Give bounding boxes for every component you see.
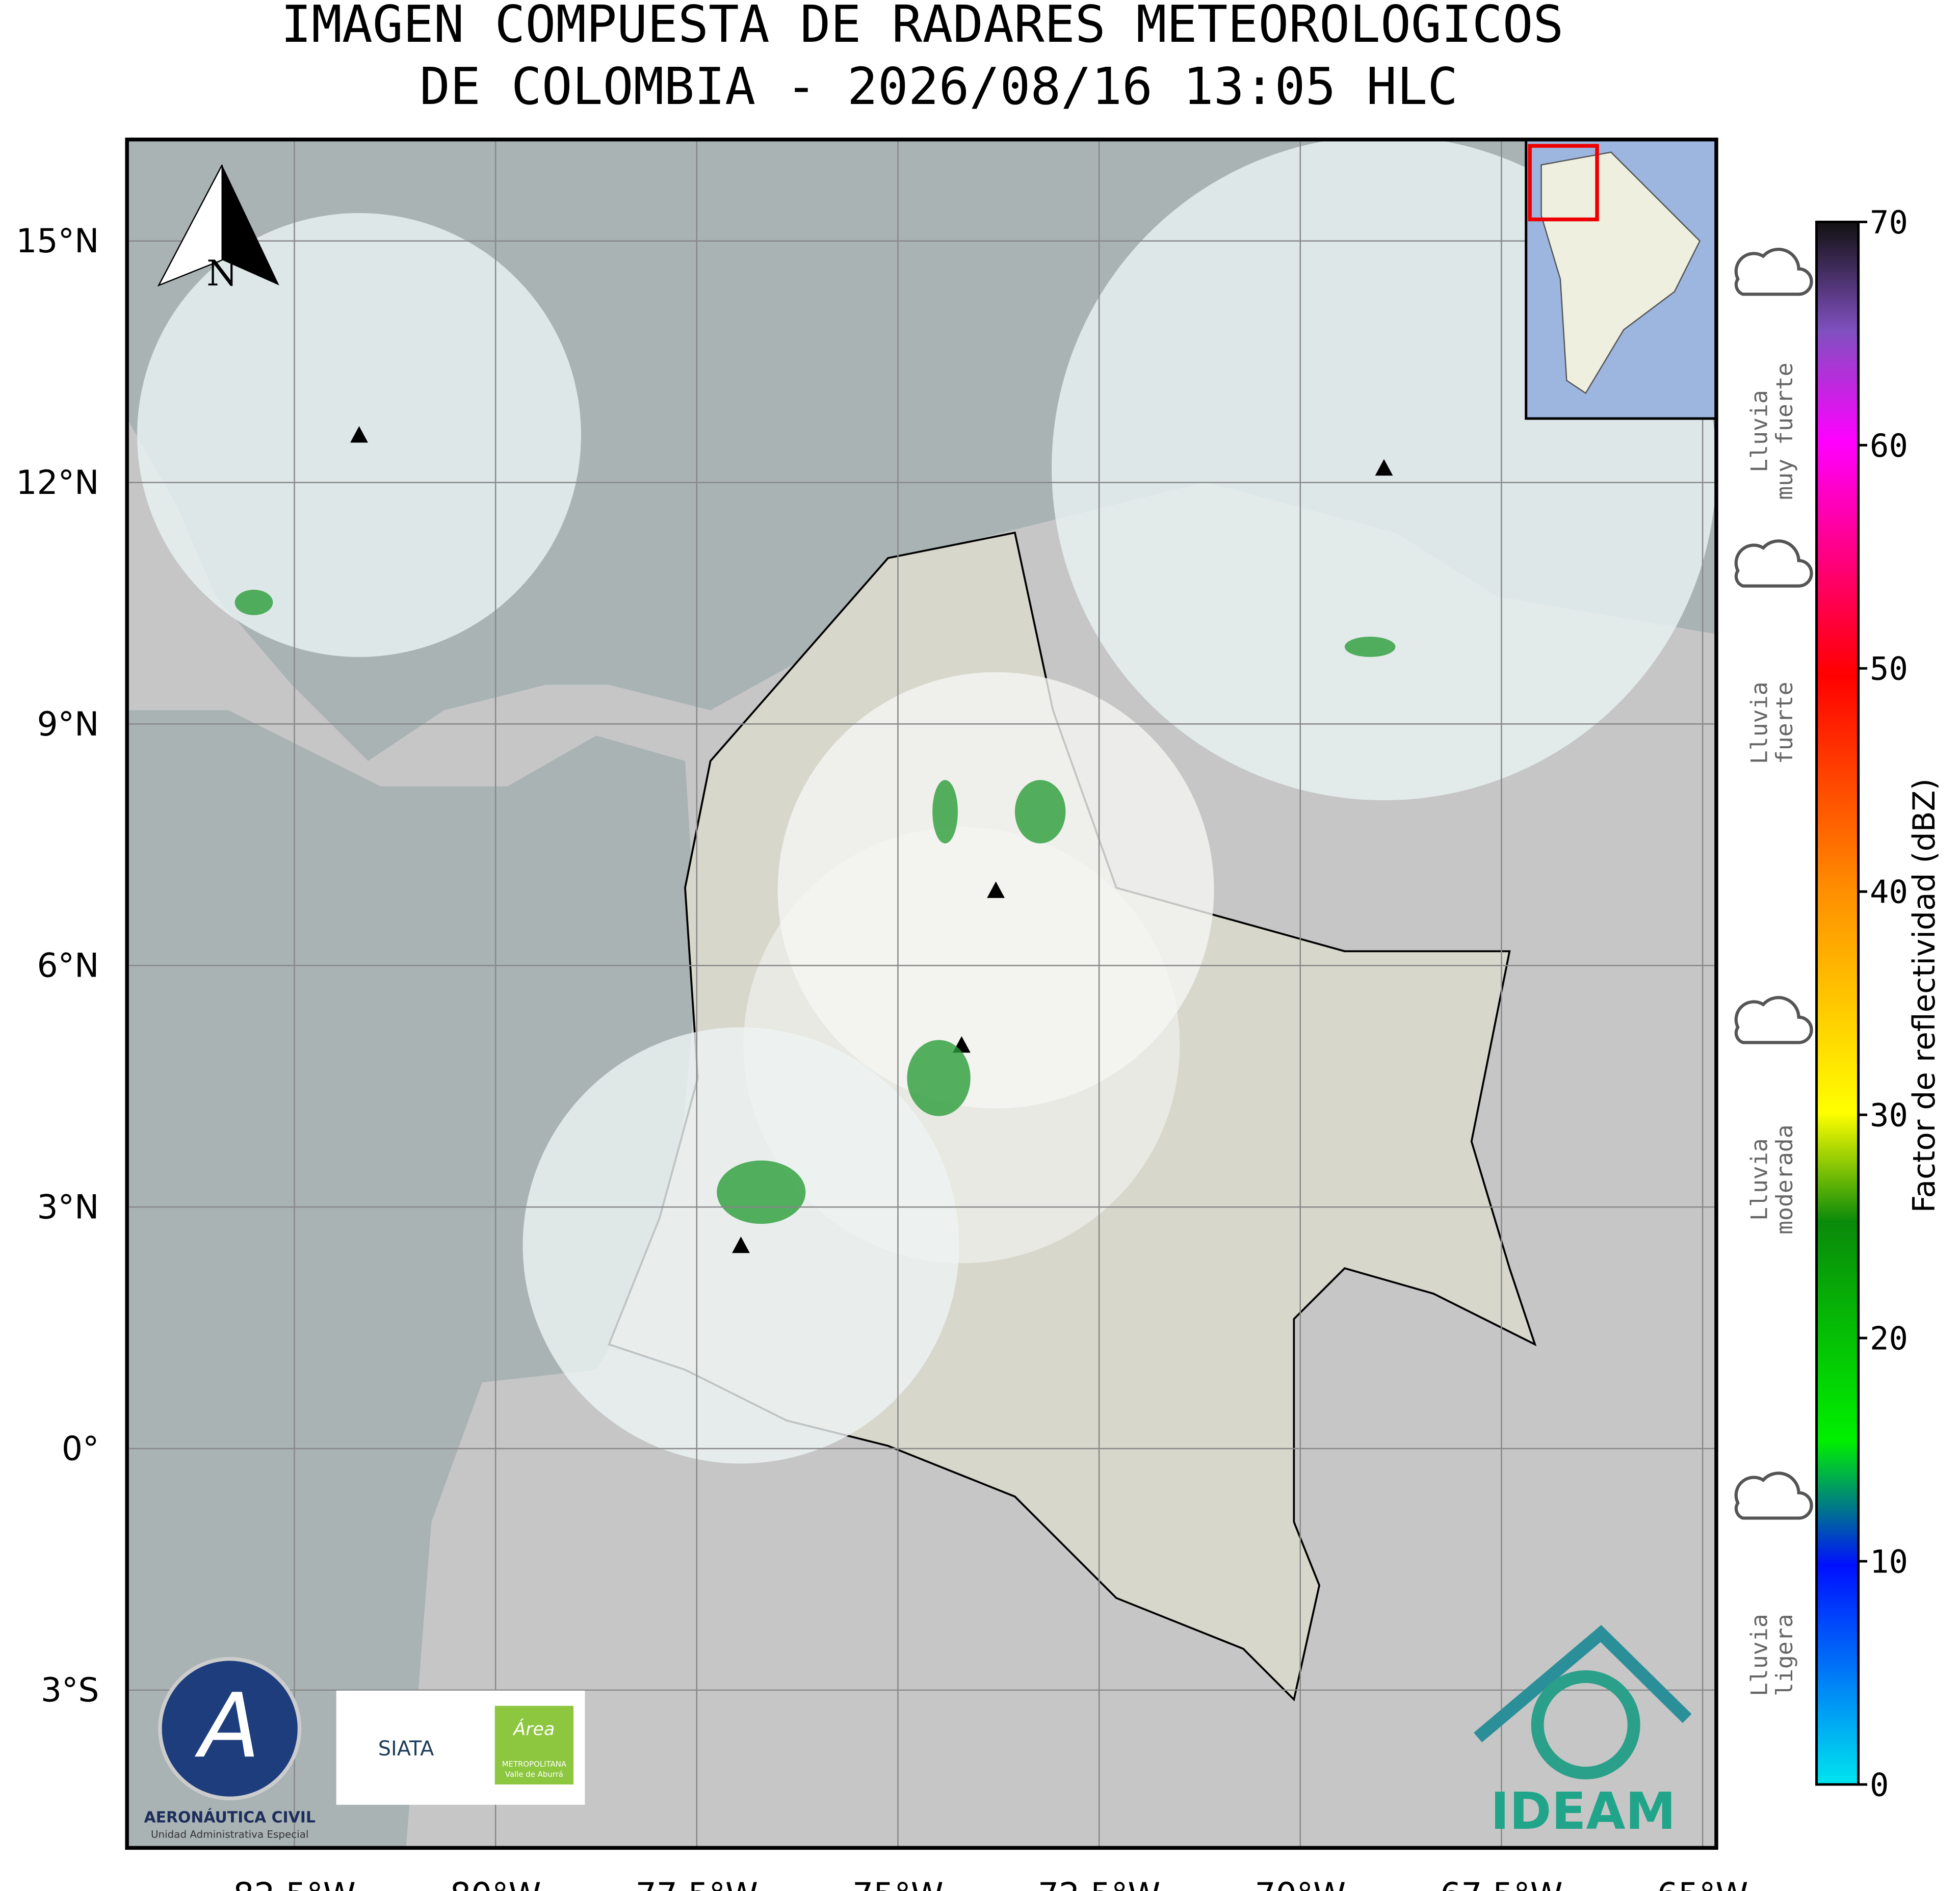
rain-legend-text: fuerte <box>1771 681 1798 764</box>
echoes <box>234 590 1396 1224</box>
colorbar-tick-label: 10 <box>1870 1543 1908 1580</box>
lat-tick-label: 15°N <box>16 222 99 260</box>
radar-site <box>1375 459 1393 476</box>
rain-legend-text: muy fuerte <box>1771 362 1798 500</box>
lat-tick-label: 9°N <box>37 705 99 744</box>
north-label: N <box>206 253 238 294</box>
echo <box>1344 637 1396 657</box>
lon-tick-label: 70°W <box>1255 1876 1346 1891</box>
map-area: N A AERONÁUTICA CIVIL Unidad Administrat… <box>127 139 1716 1848</box>
colorbar <box>1815 220 1860 1786</box>
colorbar-tick-label: 30 <box>1870 1097 1908 1134</box>
echo <box>717 1160 806 1224</box>
area-logo-line: METROPOLITANA <box>502 1759 567 1769</box>
colorbar-tick-label: 0 <box>1870 1766 1889 1803</box>
map-frame <box>125 137 1718 1850</box>
echo <box>932 780 958 844</box>
area-logo-title: Área <box>512 1718 555 1740</box>
lat-tick-label: 3°S <box>41 1671 99 1710</box>
rain-icon <box>1734 248 1813 296</box>
rain-legend-text: Lluvia <box>1745 1614 1772 1696</box>
ideam-name: IDEAM <box>1491 1782 1676 1841</box>
lon-tick-label: 82.5°W <box>233 1876 355 1891</box>
lon-tick-label: 75°W <box>852 1876 944 1891</box>
echo <box>907 1040 971 1116</box>
axis-labels: 82.5°W 80°W 77.5°W 75°W 72.5°W 70°W 67.5°W 65°W… <box>16 222 1748 1891</box>
rain-icon <box>1734 996 1813 1044</box>
radar-site <box>350 426 368 443</box>
colorbar-ticks: 0 10 20 30 40 50 60 70 <box>1858 204 1908 1803</box>
aerocivil-logo <box>158 1657 302 1801</box>
north-arrow <box>222 165 279 285</box>
ideam-roof <box>1474 1625 1692 1743</box>
rain-legend-text: Lluvia <box>1745 1138 1772 1221</box>
rain-legend-text: ligera <box>1771 1614 1798 1696</box>
lat-tick-label: 12°N <box>16 464 99 502</box>
aerocivil-mark: A <box>194 1674 260 1778</box>
rain-icon <box>1734 539 1813 588</box>
pacific-ocean <box>127 710 698 1848</box>
title-line: DE COLOMBIA - 2026/08/16 13:05 HLC <box>420 58 1458 116</box>
colorbar-tick-label: 40 <box>1870 874 1908 911</box>
aerocivil-subtitle: Unidad Administrativa Especial <box>151 1828 308 1840</box>
rain-legend-text: Lluvia <box>1745 681 1772 764</box>
lon-tick-label: 67.5°W <box>1440 1876 1562 1891</box>
echo <box>1014 780 1066 844</box>
rain-legend-text: Lluvia <box>1745 390 1772 472</box>
radar-site <box>987 881 1005 898</box>
title-line: IMAGEN COMPUESTA DE RADARES METEOROLOGIC… <box>281 0 1563 54</box>
colorbar-tick-label: 20 <box>1870 1320 1908 1357</box>
aerocivil-name: AERONÁUTICA CIVIL <box>144 1808 316 1827</box>
lon-tick-label: 72.5°W <box>1038 1876 1160 1891</box>
area-logo-line: Valle de Aburrá <box>505 1770 563 1779</box>
lat-tick-label: 0° <box>62 1430 99 1468</box>
radar-site <box>732 1237 750 1253</box>
south-america <box>1540 151 1701 395</box>
colorbar-tick-label: 60 <box>1870 427 1908 464</box>
colorbar-tick-label: 50 <box>1870 650 1908 688</box>
lon-tick-label: 65°W <box>1657 1876 1748 1891</box>
lon-tick-label: 80°W <box>450 1876 541 1891</box>
lat-tick-label: 6°N <box>37 947 99 985</box>
rain-legend-text: moderada <box>1771 1124 1798 1235</box>
lon-tick-label: 77.5°W <box>636 1876 758 1891</box>
ideam-swirl <box>1531 1670 1640 1780</box>
siata-logo: SIATA <box>378 1737 434 1761</box>
lat-tick-label: 3°N <box>37 1189 99 1227</box>
colorbar-tick-label: 70 <box>1870 204 1908 241</box>
graticule <box>127 139 1716 1848</box>
echo <box>234 590 273 615</box>
area-logo <box>494 1705 574 1784</box>
inset-highlight <box>1528 144 1599 222</box>
rain-icon <box>1734 1472 1813 1520</box>
colorbar-label: Factor de reflectividad (dBZ) <box>1907 778 1942 1213</box>
